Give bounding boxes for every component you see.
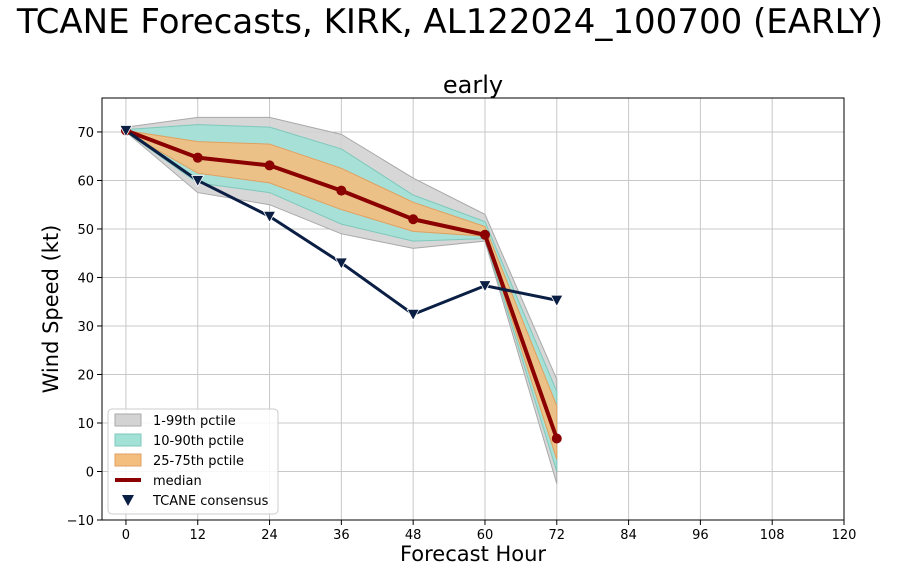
x-tick-label: 12 — [189, 528, 206, 543]
median-point — [479, 229, 490, 240]
legend-label: 25-75th pctile — [153, 454, 244, 469]
x-tick-label: 108 — [760, 528, 785, 543]
x-tick-label: 24 — [261, 528, 278, 543]
x-tick-label: 60 — [477, 528, 494, 543]
x-tick-label: 96 — [692, 528, 709, 543]
tcane-consensus-point — [119, 125, 133, 138]
legend: 1-99th pctile 10-90th pctile 25-75th pctil… — [107, 408, 279, 515]
percentile-bands — [125, 116, 558, 484]
figure-suptitle: TCANE Forecasts, KIRK, AL122024_100700 (… — [16, 2, 884, 42]
band-25-75-pctile — [125, 129, 558, 460]
x-tick-label: 48 — [405, 528, 422, 543]
legend-label: 1-99th pctile — [153, 414, 236, 429]
legend-label: 10-90th pctile — [153, 434, 244, 449]
y-tick-label: 50 — [77, 223, 94, 238]
median-point — [336, 185, 347, 196]
legend-swatch — [114, 453, 142, 467]
y-axis-label: Wind Speed (kt) — [39, 225, 63, 394]
y-tick-label: 10 — [77, 417, 94, 432]
y-tick-label: 30 — [77, 320, 94, 335]
tcane-consensus-point — [406, 308, 420, 322]
y-tick-label: 70 — [77, 126, 94, 141]
plot-frame — [101, 97, 845, 521]
median-point — [408, 214, 419, 225]
x-tick-label: 0 — [122, 528, 130, 543]
median-point — [264, 160, 275, 171]
tcane-consensus-point — [550, 294, 564, 308]
y-tick-label: 40 — [77, 271, 94, 286]
y-tick-label: 0 — [86, 465, 94, 480]
median-point — [192, 152, 203, 163]
legend-swatch — [114, 413, 142, 427]
x-tick-label: 36 — [333, 528, 350, 543]
tcane-consensus-point — [191, 175, 205, 188]
y-tick-label: 60 — [77, 174, 94, 189]
tcane-consensus-point — [262, 210, 277, 224]
tcane-consensus-point — [478, 280, 492, 293]
y-tick-label: 20 — [77, 368, 94, 383]
legend-label: median — [153, 474, 202, 489]
tcane-consensus-point — [334, 257, 349, 270]
band-10-90-pctile — [125, 124, 558, 472]
legend-label: TCANE consensus — [152, 494, 269, 509]
y-ticks: −10 0 10 20 30 40 50 60 70 — [67, 126, 102, 529]
x-tick-label: 84 — [620, 528, 637, 543]
legend-swatch — [114, 433, 142, 447]
median-point — [551, 433, 562, 444]
chart-title: early — [443, 71, 503, 99]
legend-swatch — [122, 495, 134, 506]
series-markers — [119, 125, 564, 444]
x-tick-label: 72 — [549, 528, 566, 543]
x-axis-label: Forecast Hour — [400, 542, 546, 566]
y-tick-label: −10 — [67, 514, 94, 529]
x-ticks: 0 12 24 36 48 60 72 84 96 108 120 — [122, 520, 857, 543]
legend-box — [107, 408, 279, 515]
x-tick-label: 120 — [832, 528, 857, 543]
